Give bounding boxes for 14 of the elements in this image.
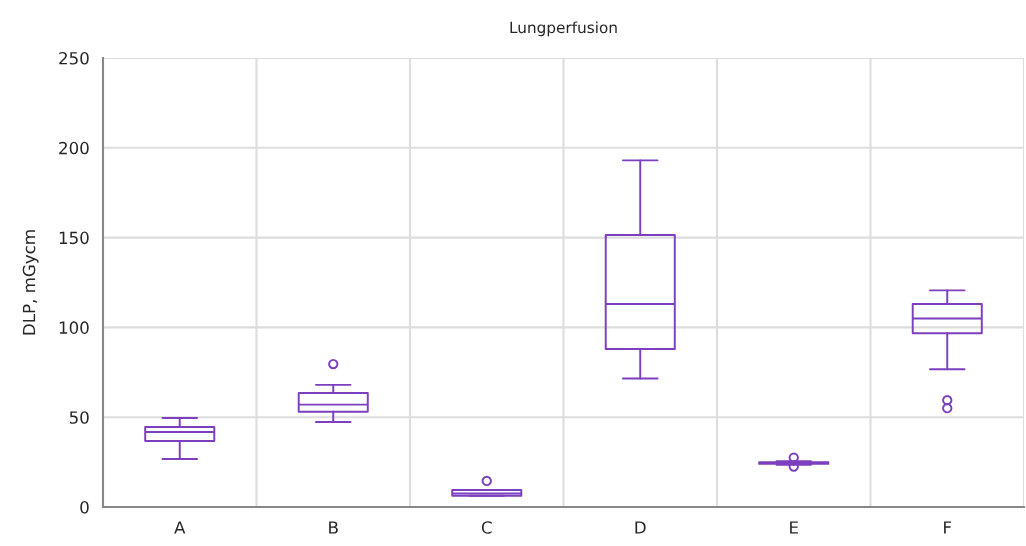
x-tick-label: D [635,521,646,534]
y-tick-label: 100 [59,321,89,334]
y-tick-label: 200 [59,141,89,155]
chart-title: Lungperfusion [510,21,617,37]
y-tick-label: 150 [59,231,89,245]
y-tick-label: 50 [69,411,89,424]
x-tick-label: B [329,521,338,534]
x-tick-label: C [481,521,492,534]
x-tick-label: E [790,521,798,534]
x-tick-label: A [174,521,186,534]
y-axis-title: DLP, mGycm [22,230,39,335]
y-tick-label: 250 [59,51,89,65]
x-tick-label: F [944,521,952,534]
y-tick-label: 0 [80,500,89,514]
